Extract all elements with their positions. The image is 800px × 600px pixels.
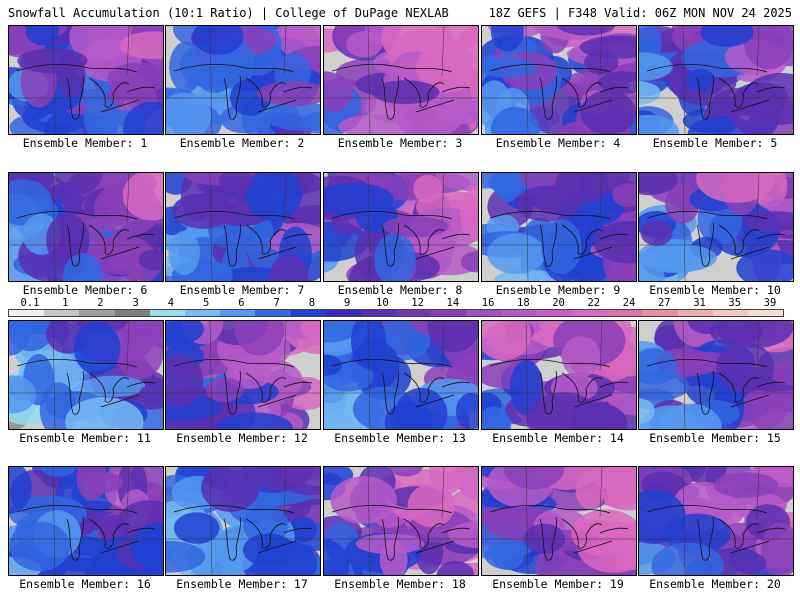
ensemble-member-label: Ensemble Member: 12 [176, 431, 308, 445]
ensemble-map-panel [165, 466, 321, 576]
colorbar-swatch [642, 310, 678, 316]
ensemble-member-label: Ensemble Member: 9 [495, 283, 621, 297]
ensemble-member-label: Ensemble Member: 18 [334, 577, 466, 591]
ensemble-member-label: Ensemble Member: 6 [22, 283, 148, 297]
ensemble-member-label: Ensemble Member: 10 [649, 283, 781, 297]
colorbar-tick-label: 5 [203, 297, 210, 309]
colorbar-swatch [712, 310, 748, 316]
colorbar-tick-label: 39 [763, 297, 777, 309]
ensemble-member-label: Ensemble Member: 5 [652, 136, 778, 150]
colorbar-swatch [466, 310, 502, 316]
ensemble-member-label: Ensemble Member: 20 [649, 577, 781, 591]
colorbar-tick-label: 20 [552, 297, 565, 309]
ensemble-map-panel [323, 320, 479, 430]
colorbar-tick-label: 14 [446, 297, 460, 309]
colorbar-swatch [9, 310, 45, 316]
ensemble-member-label: Ensemble Member: 15 [649, 431, 781, 445]
model-run-info: 18Z GEFS | F348 Valid: 06Z MON NOV 24 20… [488, 6, 792, 20]
colorbar-tick-label: 27 [657, 297, 671, 309]
ensemble-map-panel [481, 172, 637, 282]
colorbar-swatch [536, 310, 572, 316]
colorbar-tick-label: 10 [376, 297, 389, 309]
ensemble-member-label: Ensemble Member: 1 [22, 136, 148, 150]
colorbar-swatch [255, 310, 291, 316]
ensemble-map-panel [165, 320, 321, 430]
ensemble-member-label: Ensemble Member: 13 [334, 431, 466, 445]
colorbar-tick-label: 18 [517, 297, 530, 309]
colorbar-tick-label: 6 [238, 297, 245, 309]
colorbar-tick-label: 8 [308, 297, 316, 309]
ensemble-map-panel [165, 172, 321, 282]
colorbar-tick-label: 3 [132, 297, 139, 309]
ensemble-map-panel [638, 466, 794, 576]
colorbar-tick-label: 4 [167, 297, 175, 309]
ensemble-member-label: Ensemble Member: 16 [19, 577, 151, 591]
colorbar-swatch [360, 310, 397, 316]
ensemble-map-panel [323, 25, 479, 135]
ensemble-map-panel [165, 25, 321, 135]
colorbar-swatch [44, 310, 80, 316]
ensemble-member-label: Ensemble Member: 11 [19, 431, 151, 445]
colorbar-swatch [290, 310, 326, 316]
colorbar-swatch [325, 310, 361, 316]
ensemble-map-panel [8, 172, 164, 282]
colorbar-tick-label: 2 [97, 297, 104, 309]
ensemble-member-label: Ensemble Member: 8 [337, 283, 463, 297]
colorbar-tick-label: 7 [273, 297, 280, 309]
colorbar-swatch [220, 310, 256, 316]
ensemble-map-panel [8, 320, 164, 430]
map-title: Snowfall Accumulation (10:1 Ratio) | Col… [8, 6, 449, 20]
ensemble-member-label: Ensemble Member: 4 [495, 136, 621, 150]
colorbar-swatch [431, 310, 467, 316]
ensemble-map-panel [481, 466, 637, 576]
colorbar-tick-label: 9 [343, 297, 351, 309]
colorbar-tick-label: 16 [481, 297, 495, 309]
ensemble-map-panel [323, 172, 479, 282]
colorbar-swatch [396, 310, 432, 316]
colorbar-swatch [572, 310, 608, 316]
ensemble-map-panel [323, 466, 479, 576]
ensemble-map-panel [638, 172, 794, 282]
colorbar-tick-label: 24 [622, 297, 636, 309]
ensemble-map-panel [8, 25, 164, 135]
colorbar-swatch [184, 310, 221, 316]
colorbar-tick-label: 31 [693, 297, 706, 309]
colorbar-tick-label: 22 [587, 297, 601, 309]
colorbar [8, 309, 784, 317]
colorbar-tick-label: 12 [411, 297, 424, 309]
colorbar-swatch [501, 310, 537, 316]
ensemble-member-label: Ensemble Member: 19 [492, 577, 624, 591]
ensemble-member-label: Ensemble Member: 2 [179, 136, 305, 150]
ensemble-member-label: Ensemble Member: 7 [179, 283, 305, 297]
ensemble-map-panel [481, 25, 637, 135]
ensemble-member-label: Ensemble Member: 3 [337, 136, 463, 150]
ensemble-member-label: Ensemble Member: 17 [176, 577, 308, 591]
colorbar-swatch [114, 310, 150, 316]
ensemble-map-panel [8, 466, 164, 576]
colorbar-tick-label: 0.1 [20, 297, 40, 309]
colorbar-swatch [677, 310, 713, 316]
colorbar-swatch [149, 310, 185, 316]
colorbar-swatch [79, 310, 115, 316]
ensemble-map-panel [638, 25, 794, 135]
ensemble-map-panel [638, 320, 794, 430]
colorbar-swatch [747, 310, 784, 316]
colorbar-swatch [607, 310, 643, 316]
ensemble-member-label: Ensemble Member: 14 [492, 431, 624, 445]
ensemble-map-panel [481, 320, 637, 430]
colorbar-tick-label: 35 [728, 297, 742, 309]
colorbar-tick-label: 1 [62, 297, 69, 309]
